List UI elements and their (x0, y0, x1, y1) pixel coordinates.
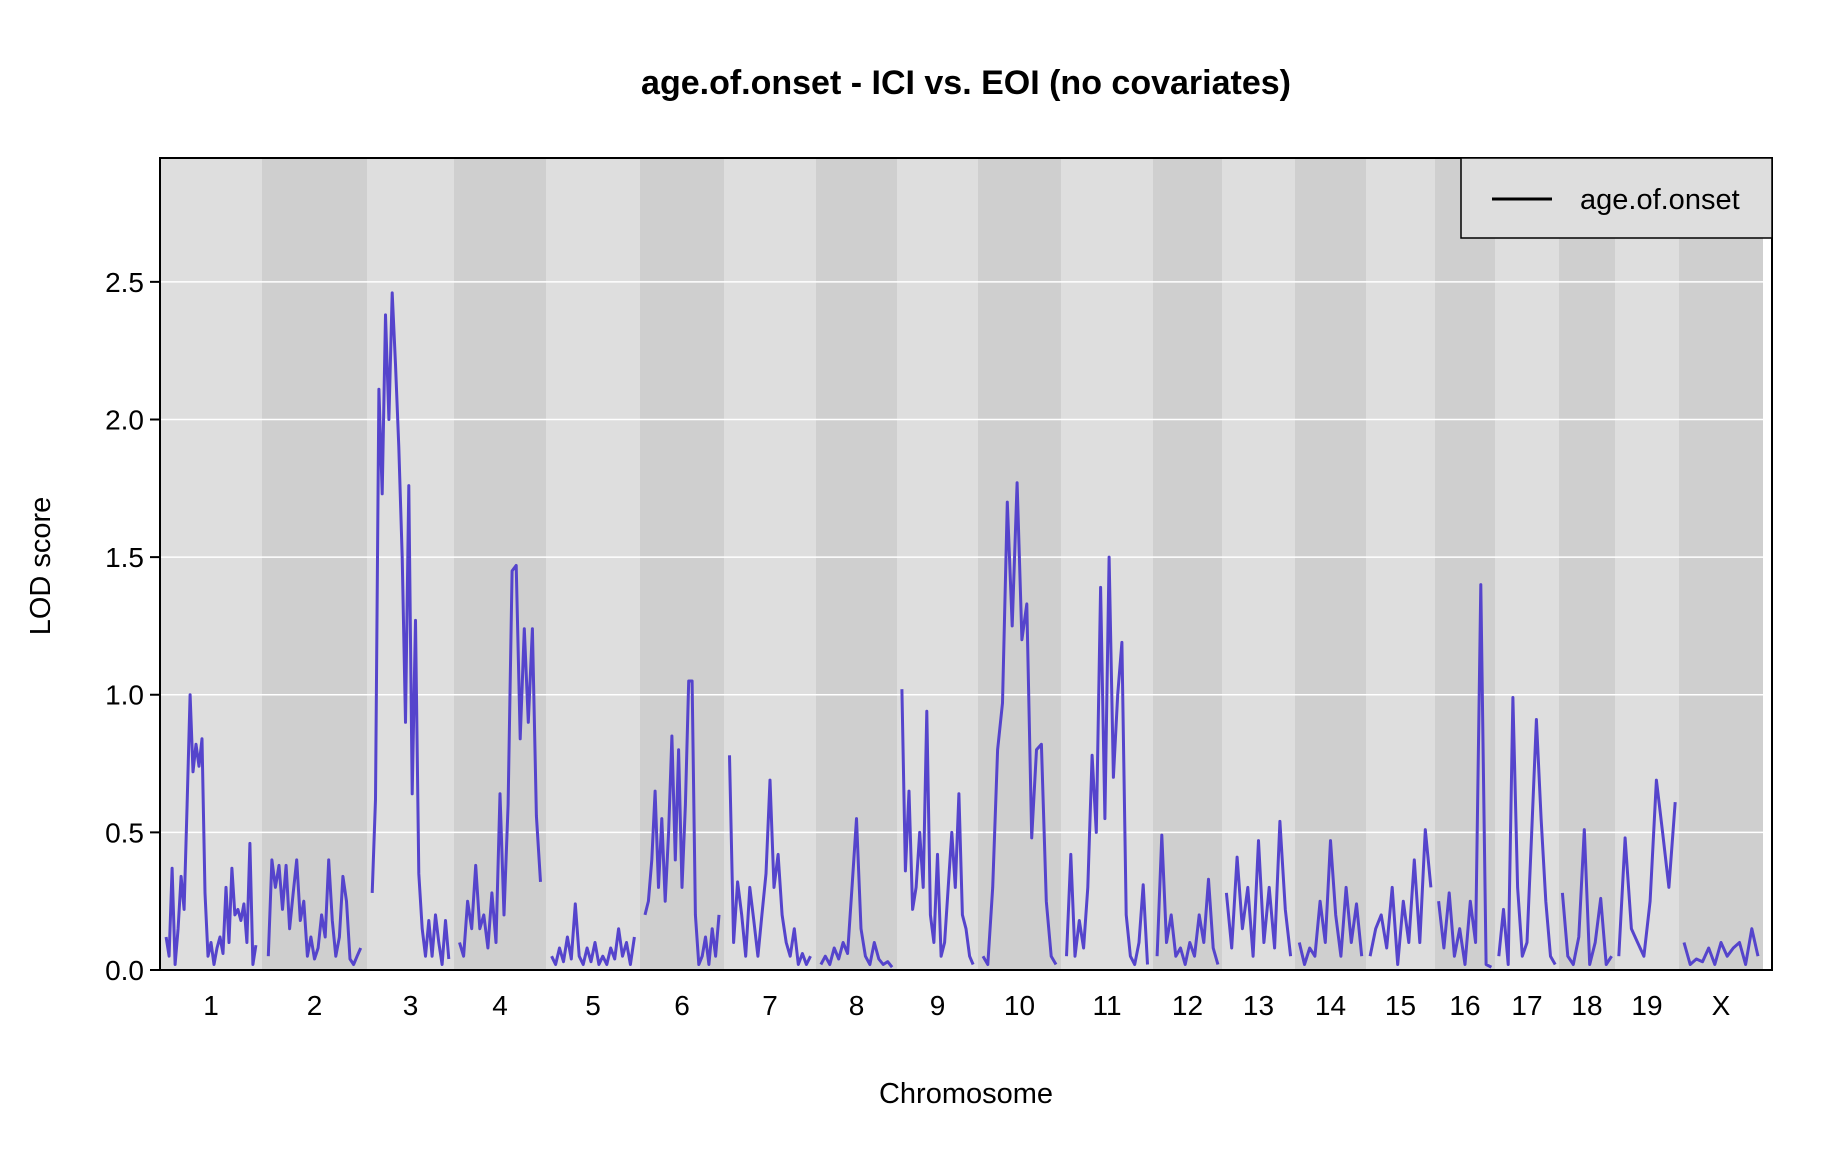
y-tick-label: 1.5 (105, 542, 144, 573)
x-tick-label: 2 (307, 990, 323, 1021)
chromosome-band-2 (262, 158, 367, 970)
y-gridlines (160, 281, 1772, 834)
x-tick-label: 11 (1092, 990, 1121, 1021)
y-tick-label: 2.0 (105, 404, 144, 435)
x-tick-label: 4 (492, 990, 508, 1021)
chromosome-band-14 (1295, 158, 1366, 970)
chromosome-band-7 (724, 158, 816, 970)
x-tick-label: 7 (762, 990, 778, 1021)
chromosome-band-17 (1495, 158, 1559, 970)
x-tick-label: 10 (1004, 990, 1035, 1021)
chromosome-band-16 (1435, 158, 1495, 970)
x-tick-label: 17 (1511, 990, 1542, 1021)
axis-ticks: 1 2 3 4 5 6 7 8 9 10 11 12 13 14 15 16 17 18 19 X0.00.51.01… (105, 267, 1731, 1021)
x-tick-label: 18 (1571, 990, 1602, 1021)
legend: age.of.onset (1460, 157, 1773, 239)
y-tick-label: 2.5 (105, 267, 144, 298)
y-axis-label: LOD score (25, 497, 57, 636)
x-tick-label: 12 (1172, 990, 1203, 1021)
x-tick-label: 14 (1315, 990, 1346, 1021)
plot-frame (159, 157, 1773, 971)
x-tick-label: 16 (1449, 990, 1480, 1021)
x-axis-label: Chromosome (879, 1078, 1053, 1110)
series-line-age-of-onset (164, 291, 1760, 969)
y-tick-label: 0.5 (105, 817, 144, 848)
chart-title: age.of.onset - ICI vs. EOI (no covariate… (641, 64, 1291, 102)
chromosome-band-19 (1615, 158, 1679, 970)
x-tick-label: 5 (585, 990, 601, 1021)
chromosome-band-1 (160, 158, 262, 970)
x-tick-label: 15 (1385, 990, 1416, 1021)
x-tick-label: 13 (1243, 990, 1274, 1021)
chromosome-band-11 (1061, 158, 1153, 970)
x-tick-label: 6 (674, 990, 690, 1021)
x-tick-label: 8 (849, 990, 865, 1021)
x-tick-label: X (1712, 990, 1731, 1021)
chromosome-band-18 (1559, 158, 1615, 970)
legend-label: age.of.onset (1580, 184, 1740, 216)
chromosome-band-X (1679, 158, 1763, 970)
chromosome-band-9 (897, 158, 978, 970)
x-tick-label: 19 (1631, 990, 1662, 1021)
chromosome-band-5 (546, 158, 640, 970)
x-tick-label: 9 (930, 990, 946, 1021)
chromosome-band-12 (1153, 158, 1222, 970)
x-tick-label: 3 (403, 990, 419, 1021)
x-tick-label: 1 (203, 990, 219, 1021)
chromosome-band-13 (1222, 158, 1295, 970)
y-tick-label: 0.0 (105, 955, 144, 986)
chromosome-band-15 (1366, 158, 1435, 970)
y-tick-label: 1.0 (105, 680, 144, 711)
